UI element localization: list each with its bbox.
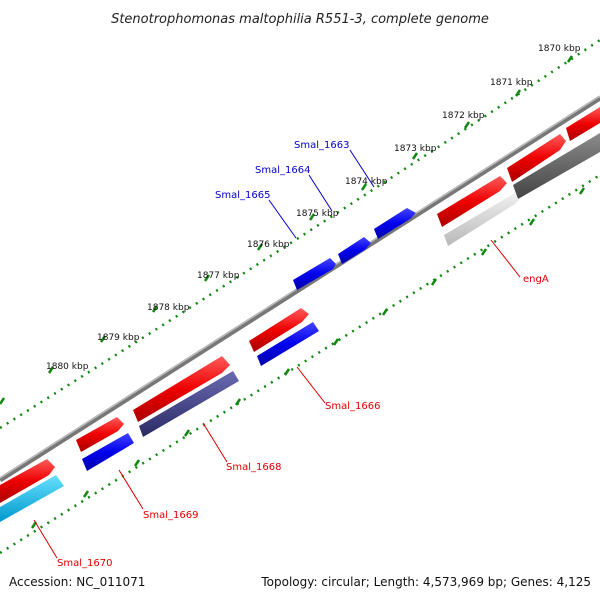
gene-arrow-enga[interactable] (444, 193, 519, 246)
kbp-label-1870: 1870 kbp (538, 44, 581, 54)
kbp-label-1877: 1877 kbp (197, 271, 240, 281)
gene-arrow-enga-red[interactable] (437, 176, 507, 227)
kbp-label-1874: 1874 kbp (345, 177, 388, 187)
accession-text: Accession: NC_011071 (9, 575, 145, 589)
kbp-label-1876: 1876 kbp (247, 240, 290, 250)
kbp-label-1873: 1873 kbp (394, 144, 437, 154)
gene-label-smal1664[interactable]: Smal_1664 (255, 165, 310, 176)
lower-tick-track (0, 173, 600, 555)
gene-label-smal1666[interactable]: Smal_1666 (325, 401, 380, 412)
gene-arrow-right-dark[interactable] (513, 133, 600, 199)
gene-arrow-smal1666[interactable] (257, 322, 319, 366)
kbp-label-1878: 1878 kbp (147, 303, 190, 313)
lower-leader-lines (33, 239, 521, 559)
genome-summary-text: Topology: circular; Length: 4,573,969 bp… (260, 575, 591, 589)
gene-arrow-smal1668-red[interactable] (133, 356, 230, 422)
gene-arrow-right-2[interactable] (507, 134, 566, 182)
gene-arrow-right-1[interactable] (566, 107, 600, 141)
upper-genes (293, 208, 416, 290)
upper-leader-lines (268, 149, 375, 239)
map-title: Stenotrophomonas maltophilia R551-3, com… (111, 12, 489, 27)
gene-label-enga[interactable]: engA (523, 274, 549, 285)
chromosome-backbone (0, 95, 600, 483)
gene-arrow-smal1670-red[interactable] (0, 459, 55, 503)
kbp-label-1875: 1875 kbp (296, 209, 339, 219)
gene-arrow-smal1663[interactable] (374, 208, 416, 239)
upper-tick-track (0, 38, 600, 430)
upper-dotted-track (0, 38, 600, 430)
gene-arrow-smal1665[interactable] (293, 258, 336, 290)
gene-label-smal1668[interactable]: Smal_1668 (226, 462, 281, 473)
gene-arrow-smal1670[interactable] (0, 475, 64, 522)
kbp-label-1879: 1879 kbp (97, 333, 140, 343)
gene-arrow-smal1669[interactable] (82, 433, 134, 471)
gene-arrow-smal1666-red[interactable] (249, 308, 309, 352)
gene-label-smal1665[interactable]: Smal_1665 (215, 190, 270, 201)
gene-arrow-smal1669-red[interactable] (76, 417, 124, 452)
kbp-label-1880: 1880 kbp (46, 362, 89, 372)
kbp-labels: 1870 kbp 1871 kbp 1872 kbp 1873 kbp 1874… (46, 44, 581, 372)
gene-label-smal1663[interactable]: Smal_1663 (294, 140, 349, 151)
gene-label-smal1669[interactable]: Smal_1669 (143, 510, 198, 521)
gene-label-smal1670[interactable]: Smal_1670 (57, 558, 112, 569)
kbp-label-1871: 1871 kbp (490, 78, 533, 88)
lower-genes (0, 107, 600, 522)
lower-dotted-track (0, 173, 600, 555)
upper-major-ticks (0, 55, 574, 405)
gene-arrow-smal1668[interactable] (139, 371, 239, 437)
lower-major-ticks (30, 187, 586, 529)
gene-labels: Smal_1663 Smal_1664 Smal_1665 engA Smal_… (57, 140, 549, 569)
kbp-label-1872: 1872 kbp (442, 111, 485, 121)
gene-arrow-smal1664[interactable] (338, 237, 371, 264)
